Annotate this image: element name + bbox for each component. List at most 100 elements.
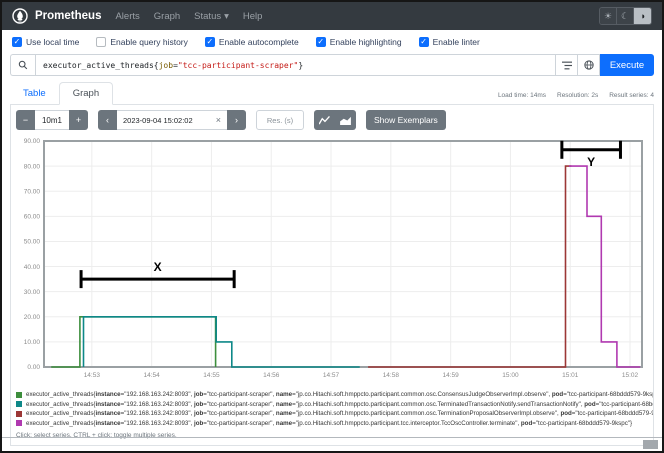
query-input-group: executor_active_threads{job = "tcc-partici… [10,54,654,76]
moon-icon: ☾ [620,10,630,21]
query-brace-close: } [298,60,304,70]
legend-series-name: executor_active_threads{instance="192.16… [26,410,653,418]
option-enable-highlighting[interactable]: ✓ Enable highlighting [315,37,402,47]
datetime-value: 2023-09-04 15:02:02 [123,115,193,125]
tab-table[interactable]: Table [23,88,46,99]
clear-time-icon[interactable]: × [215,115,221,125]
nav-item-help[interactable]: Help [242,10,263,22]
range-control: − 10m1 + [16,110,88,130]
svg-text:14:57: 14:57 [323,372,340,379]
legend-item[interactable]: executor_active_threads{instance="192.16… [16,390,653,400]
checkbox-label: Use local time [26,37,80,47]
nav-item-status[interactable]: Status ▾ [194,11,229,22]
resolution-input[interactable]: Res. (s) [256,110,304,130]
stat-resolution: Resolution: 2s [557,92,599,99]
nav-item-graph[interactable]: Graph [153,10,181,22]
svg-text:0.00: 0.00 [27,364,40,371]
legend-series-name: executor_active_threads{instance="192.16… [26,419,633,427]
checkbox-label: Enable autocomplete [218,37,299,47]
svg-text:90.00: 90.00 [24,138,41,145]
nav-item-alerts[interactable]: Alerts [115,10,140,22]
svg-text:Y: Y [587,155,595,169]
auto-contrast-icon: ◑ [639,11,646,21]
theme-auto-button[interactable]: ◑ [634,8,651,24]
legend-item[interactable]: executor_active_threads{instance="192.16… [16,400,653,410]
result-tabs: Table Graph Load time: 14ms Resolution: … [10,82,654,105]
caret-down-icon: ▾ [224,10,229,22]
search-icon [10,54,35,76]
graph-panel: − 10m1 + ‹ 2023-09-04 15:02:02 × › Res. … [10,105,654,446]
query-equals: = [173,60,178,70]
query-brace-open: { [153,60,159,70]
chevron-right-icon: › [235,115,238,125]
theme-toggle-group: ☀ ☾ ◑ [599,7,652,25]
legend-series-name: executor_active_threads{instance="192.16… [26,400,653,408]
line-chart-mode-button[interactable] [314,110,335,130]
top-navbar: Prometheus Alerts Graph Status ▾ Help ☀ … [2,2,662,30]
legend-swatch [16,410,22,417]
legend-swatch [16,401,22,408]
stacked-chart-icon [340,116,351,125]
legend-note: Click: select series, CTRL + click: togg… [16,432,177,439]
svg-text:14:53: 14:53 [84,372,101,379]
scrollbar-thumb[interactable] [643,440,658,449]
brand-title: Prometheus [35,10,102,22]
tab-graph[interactable]: Graph [58,82,114,105]
theme-dark-button[interactable]: ☾ [617,8,634,24]
sun-icon: ☀ [603,10,613,21]
checkbox-label: Enable query history [110,37,188,47]
range-input[interactable]: 10m1 [35,110,69,130]
line-chart-icon [319,115,330,124]
stat-load-time: Load time: 14ms [497,92,546,99]
query-metric: executor_active_threads [43,60,154,70]
time-back-button[interactable]: ‹ [98,110,117,130]
prometheus-logo-icon [12,8,28,24]
chevron-left-icon: ‹ [106,115,109,125]
query-expression-input[interactable]: executor_active_threads{job = "tcc-partici… [35,54,556,76]
svg-text:40.00: 40.00 [24,264,41,271]
legend-series-name: executor_active_threads{instance="192.16… [26,391,653,399]
svg-text:14:59: 14:59 [442,372,459,379]
plus-icon: + [75,115,82,125]
option-enable-linter[interactable]: ✓ Enable linter [418,37,480,47]
range-increase-button[interactable]: + [69,110,88,130]
query-stats: Load time: 14ms Resolution: 2s Result se… [498,92,654,104]
svg-text:15:00: 15:00 [502,372,519,379]
svg-text:14:56: 14:56 [263,372,280,379]
svg-text:60.00: 60.00 [24,214,41,221]
minus-icon: − [22,115,29,125]
legend-item[interactable]: executor_active_threads{instance="192.16… [16,419,653,429]
nav-item-status-label: Status [194,10,222,22]
option-enable-autocomplete[interactable]: ✓ Enable autocomplete [204,37,299,47]
legend: executor_active_threads{instance="192.16… [11,387,653,428]
checkbox-unchecked-icon[interactable] [96,37,107,47]
checkbox-checked-icon[interactable]: ✓ [418,37,429,47]
checkbox-checked-icon[interactable]: ✓ [12,37,22,47]
graph-canvas[interactable]: 0.00 10.00 20.00 30.00 40.00 50.00 60.00 70.00 8… [14,136,654,382]
stacked-chart-mode-button[interactable] [335,110,356,130]
checkbox-label: Enable linter [432,37,480,47]
query-label-name: job [158,60,174,70]
datetime-input[interactable]: 2023-09-04 15:02:02 × [117,110,227,130]
checkbox-checked-icon[interactable]: ✓ [315,37,326,47]
prometheus-brand[interactable]: Prometheus [12,8,101,24]
chart-mode-control [314,110,356,130]
legend-swatch [16,420,22,427]
theme-light-button[interactable]: ☀ [600,8,617,24]
svg-text:70.00: 70.00 [24,188,41,195]
range-decrease-button[interactable]: − [16,110,35,130]
legend-item[interactable]: executor_active_threads{instance="192.16… [16,409,653,419]
stat-result-series: Result series: 4 [609,92,654,99]
checkbox-checked-icon[interactable]: ✓ [204,37,215,47]
option-enable-query-history[interactable]: Enable query history [96,37,188,47]
bottom-divider [2,437,662,438]
time-forward-button[interactable]: › [227,110,246,130]
show-exemplars-button[interactable]: Show Exemplars [366,110,446,130]
execute-button[interactable]: Execute [600,54,654,76]
format-expression-button[interactable] [556,54,578,76]
svg-text:10.00: 10.00 [24,339,41,346]
svg-text:14:54: 14:54 [143,372,160,379]
metrics-explorer-button[interactable] [578,54,600,76]
option-use-local-time[interactable]: ✓ Use local time [12,37,79,47]
svg-text:30.00: 30.00 [24,289,41,296]
